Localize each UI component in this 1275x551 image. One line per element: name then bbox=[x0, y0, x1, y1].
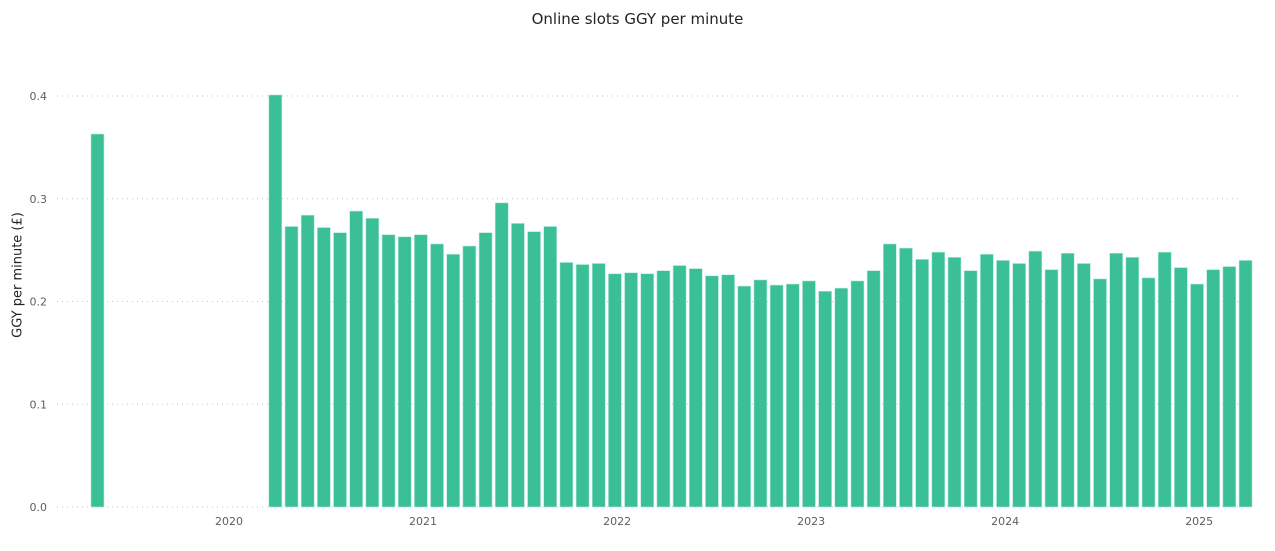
bar[interactable] bbox=[478, 232, 493, 508]
bar[interactable] bbox=[1028, 250, 1043, 508]
y-tick-label: 0.3 bbox=[30, 193, 48, 206]
bar[interactable] bbox=[624, 272, 638, 508]
x-tick-label: 2025 bbox=[1185, 515, 1213, 528]
bar[interactable] bbox=[511, 223, 525, 508]
bar[interactable] bbox=[1044, 269, 1059, 508]
bar[interactable] bbox=[430, 243, 444, 508]
bar[interactable] bbox=[834, 287, 849, 508]
bar[interactable] bbox=[494, 202, 509, 508]
bar[interactable] bbox=[980, 253, 994, 508]
bar[interactable] bbox=[640, 273, 655, 508]
bar[interactable] bbox=[575, 264, 590, 508]
bar[interactable] bbox=[753, 279, 768, 508]
bar[interactable] bbox=[769, 284, 784, 508]
bar[interactable] bbox=[1077, 263, 1091, 508]
bar[interactable] bbox=[365, 217, 380, 508]
bar[interactable] bbox=[559, 262, 574, 508]
bar[interactable] bbox=[1125, 257, 1140, 508]
bar[interactable] bbox=[1012, 263, 1026, 508]
bar[interactable] bbox=[996, 260, 1010, 508]
bar[interactable] bbox=[672, 265, 687, 508]
bar[interactable] bbox=[785, 283, 800, 508]
x-tick-label: 2020 bbox=[215, 515, 243, 528]
bar[interactable] bbox=[1109, 252, 1123, 508]
y-tick-label: 0.4 bbox=[30, 90, 48, 103]
bar[interactable] bbox=[882, 243, 897, 508]
bar[interactable] bbox=[284, 226, 299, 508]
bar[interactable] bbox=[317, 227, 331, 508]
bar[interactable] bbox=[300, 214, 315, 508]
x-tick-label: 2021 bbox=[409, 515, 437, 528]
bar[interactable] bbox=[737, 285, 752, 508]
bar[interactable] bbox=[333, 232, 347, 508]
bar[interactable] bbox=[866, 270, 881, 508]
bar[interactable] bbox=[1141, 277, 1156, 508]
bar[interactable] bbox=[397, 236, 412, 508]
bar[interactable] bbox=[705, 275, 719, 508]
x-tick-label: 2024 bbox=[991, 515, 1019, 528]
y-tick-label: 0.0 bbox=[30, 501, 48, 514]
bar[interactable] bbox=[90, 133, 105, 508]
bar[interactable] bbox=[656, 270, 671, 508]
bar[interactable] bbox=[688, 268, 703, 508]
bar[interactable] bbox=[381, 234, 396, 508]
bar[interactable] bbox=[1060, 252, 1075, 508]
bar[interactable] bbox=[915, 259, 929, 508]
bar[interactable] bbox=[1222, 266, 1237, 508]
bar[interactable] bbox=[268, 94, 283, 508]
bar[interactable] bbox=[931, 251, 946, 508]
bar[interactable] bbox=[462, 245, 477, 508]
bar[interactable] bbox=[963, 270, 978, 508]
y-tick-label: 0.1 bbox=[30, 398, 48, 411]
bar[interactable] bbox=[543, 226, 558, 508]
bar[interactable] bbox=[608, 273, 622, 508]
chart-title: Online slots GGY per minute bbox=[531, 10, 744, 28]
bar[interactable] bbox=[802, 280, 816, 508]
bar[interactable] bbox=[947, 257, 962, 508]
bar[interactable] bbox=[1190, 283, 1204, 508]
bar[interactable] bbox=[446, 253, 461, 508]
bar[interactable] bbox=[591, 263, 606, 508]
bar[interactable] bbox=[527, 231, 541, 508]
x-tick-label: 2023 bbox=[797, 515, 825, 528]
bar[interactable] bbox=[414, 234, 428, 508]
x-tick-label: 2022 bbox=[603, 515, 631, 528]
bar[interactable] bbox=[899, 247, 913, 508]
y-tick-label: 0.2 bbox=[30, 296, 48, 309]
bar[interactable] bbox=[1238, 260, 1253, 508]
bar[interactable] bbox=[850, 280, 865, 508]
bar[interactable] bbox=[1206, 269, 1220, 508]
bar[interactable] bbox=[1157, 251, 1172, 508]
bar[interactable] bbox=[1093, 278, 1107, 508]
bar[interactable] bbox=[1174, 267, 1188, 508]
bar[interactable] bbox=[818, 290, 832, 508]
bar[interactable] bbox=[349, 210, 363, 508]
bar[interactable] bbox=[721, 274, 735, 508]
